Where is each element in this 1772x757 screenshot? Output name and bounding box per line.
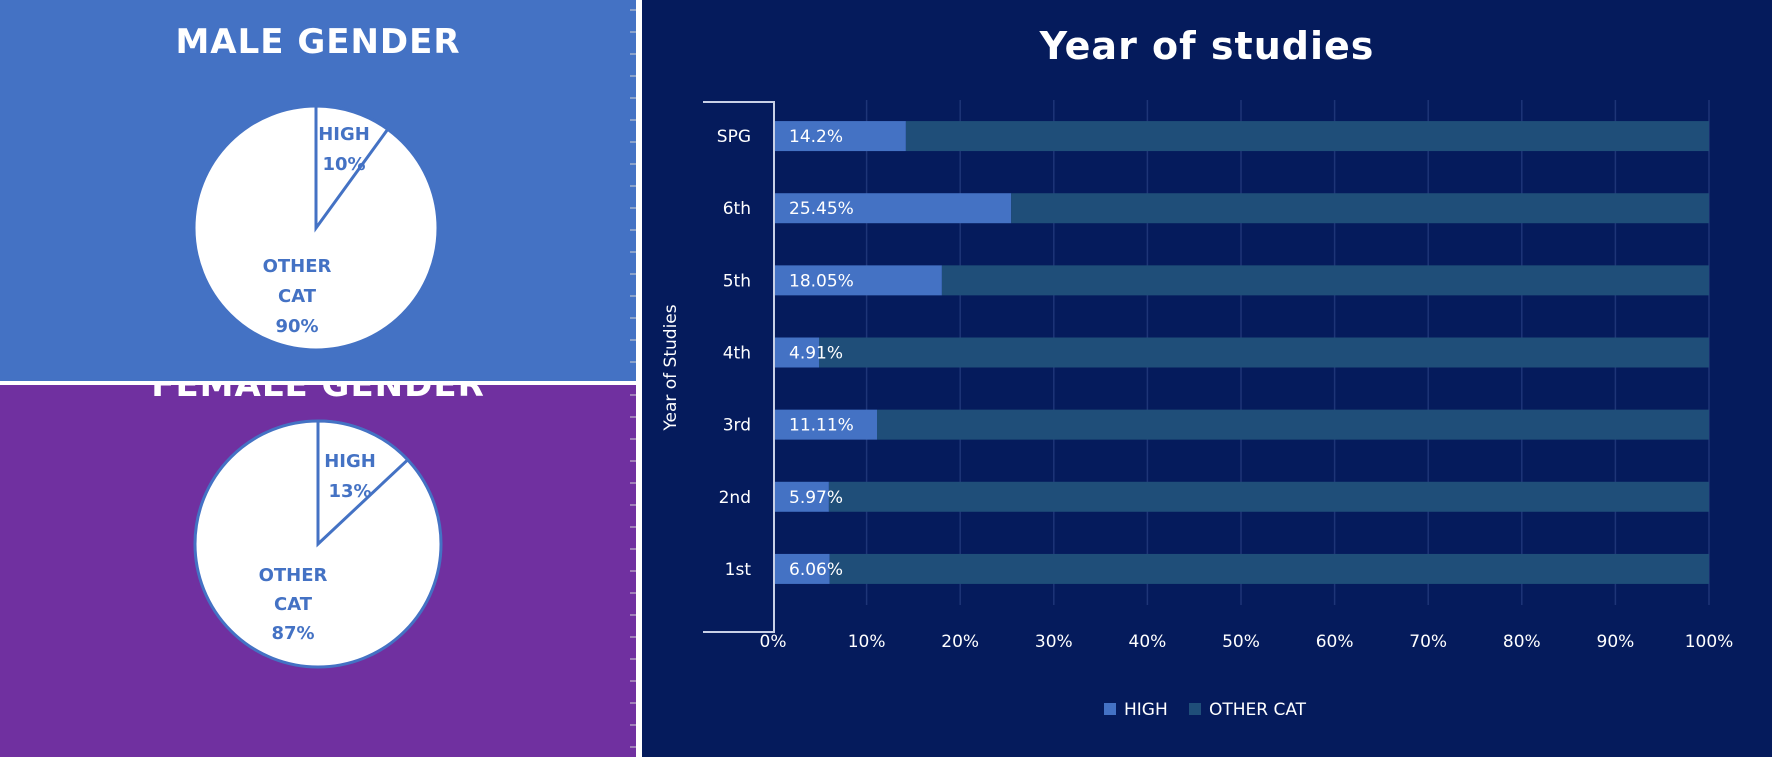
x-tick-label: 100% [1685, 632, 1734, 652]
y-tick-label: 1st [725, 560, 752, 580]
female-chart-title: FEMALE GENDER [151, 385, 485, 405]
bar-other-cat [819, 337, 1709, 368]
bar-chart-title: Year of studies [1039, 24, 1375, 68]
y-tick-label: 6th [723, 199, 751, 219]
male-pie-chart: HIGH 10% OTHER CAT 90% [192, 104, 440, 352]
pie-label-other: OTHER [263, 256, 332, 277]
legend-swatch [1189, 703, 1201, 715]
bar-high [773, 193, 1012, 224]
legend-swatch [1104, 703, 1116, 715]
x-tick-label: 80% [1503, 632, 1541, 652]
bar-high [773, 409, 877, 440]
sheet-gridlines [630, 394, 636, 748]
x-tick-label: 30% [1035, 632, 1073, 652]
bar-other-cat [905, 121, 1709, 152]
bar-data-label: 4.91% [789, 344, 843, 364]
bar-other-cat [1011, 193, 1709, 224]
pie-label-other: 90% [275, 316, 318, 337]
female-pie-chart: HIGH 13% OTHER CAT 87% [193, 419, 443, 669]
male-chart-title: MALE GENDER [175, 22, 461, 62]
pie-label-high: 13% [328, 481, 371, 502]
stacked-bar-chart: 0% 10% 20% 30% 40% 50% 60% 70% 80% 90% 100% 14.2% SP… [661, 100, 1734, 720]
legend-label: OTHER CAT [1209, 700, 1307, 720]
bar-other-cat [828, 481, 1709, 512]
category-axis-line [703, 101, 775, 633]
y-tick-label: 3rd [723, 416, 751, 436]
bar-other-cat [877, 409, 1709, 440]
x-tick-label: 10% [848, 632, 886, 652]
x-tick-label: 20% [941, 632, 979, 652]
female-gender-panel: FEMALE GENDER HIGH 13% OTHER CAT 87% [0, 385, 636, 757]
bar-high [773, 265, 942, 296]
bar-high [773, 121, 906, 152]
pie-label-other: CAT [278, 286, 317, 307]
bar-data-label: 25.45% [789, 199, 854, 219]
male-gender-panel: MALE GENDER HIGH 10% OTHER CAT 90% [0, 0, 636, 381]
sheet-gridlines [630, 9, 636, 363]
bar-data-label: 11.11% [789, 416, 854, 436]
y-axis-title: Year of Studies [661, 304, 681, 431]
pie-slice-high [314, 104, 390, 233]
bar-data-label: 18.05% [789, 271, 854, 291]
year-of-studies-panel: Year of studies 0% 10% 20% 30% 40% 50% 60% 70% 8… [642, 0, 1772, 757]
bar-data-label: 5.97% [789, 488, 843, 508]
pie-slice-high [316, 419, 410, 548]
x-tick-label: 0% [760, 632, 787, 652]
pie-label-high: HIGH [324, 451, 376, 472]
bar-high [773, 553, 830, 584]
pie-label-other: 87% [271, 623, 314, 644]
y-tick-label: 2nd [719, 488, 751, 508]
y-tick-label: 5th [723, 271, 751, 291]
bar-other-cat [941, 265, 1709, 296]
x-tick-label: 70% [1409, 632, 1447, 652]
pie-label-high: HIGH [318, 124, 370, 145]
x-tick-label: 50% [1222, 632, 1260, 652]
pie-label-high: 10% [322, 154, 365, 175]
y-tick-label: SPG [717, 127, 751, 147]
x-tick-label: 60% [1316, 632, 1354, 652]
x-tick-label: 40% [1129, 632, 1167, 652]
pie-label-other: CAT [274, 594, 313, 615]
bar-data-label: 6.06% [789, 560, 843, 580]
bar-data-label: 14.2% [789, 127, 843, 147]
bar-other-cat [829, 553, 1709, 584]
pie-label-other: OTHER [259, 565, 328, 586]
bar-high [773, 481, 829, 512]
legend-label: HIGH [1124, 700, 1168, 720]
x-tick-label: 90% [1597, 632, 1635, 652]
bar-high [773, 337, 819, 368]
y-tick-label: 4th [723, 344, 751, 364]
